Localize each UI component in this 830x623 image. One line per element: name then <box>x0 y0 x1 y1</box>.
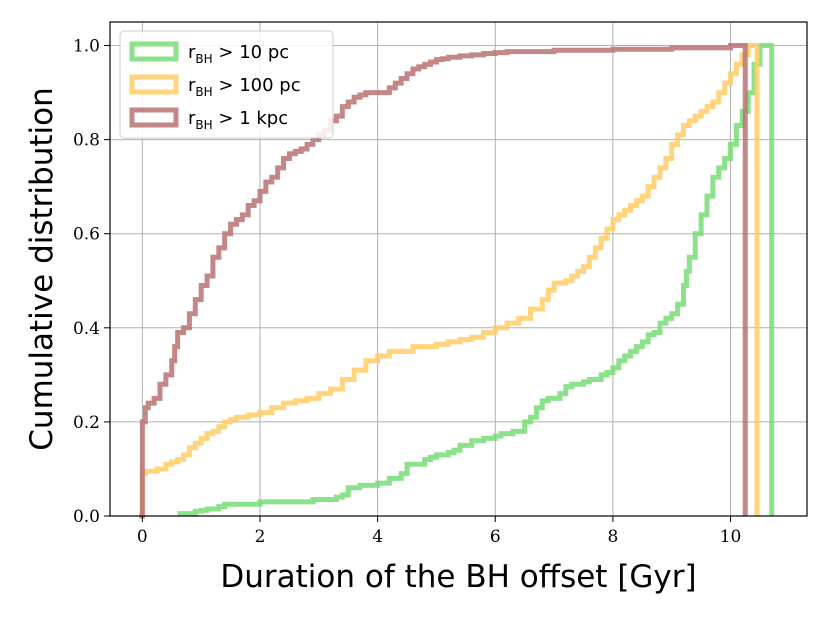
legend-swatch-3 <box>129 107 179 128</box>
series-line-2 <box>139 43 760 519</box>
legend-subscript: BH <box>195 118 212 132</box>
x-tick-label: 6 <box>490 527 501 547</box>
legend-swatch-1 <box>129 41 179 62</box>
legend-rest: > 1 kpc <box>213 108 288 129</box>
legend-label-3: rBH > 1 kpc <box>188 108 288 132</box>
legend-label-2: rBH > 100 pc <box>188 75 301 99</box>
legend-main: r <box>188 75 196 96</box>
y-tick-label: 0.2 <box>73 413 100 433</box>
x-tick-label: 8 <box>607 527 618 547</box>
legend-main: r <box>188 42 196 63</box>
ticks: 0 2 4 6 8 10 0.0 0.2 0.4 0.6 0.8 1.0 <box>73 37 741 547</box>
plot-frame <box>109 21 808 517</box>
y-axis-label: Cumulative distribution <box>24 87 60 450</box>
legend-subscript: BH <box>195 52 212 66</box>
y-tick-label: 0.8 <box>73 131 100 151</box>
legend-rest: > 10 pc <box>213 42 289 63</box>
y-tick-label: 0.0 <box>73 507 100 527</box>
x-tick-label: 4 <box>372 527 383 547</box>
x-tick-label: 0 <box>137 527 148 547</box>
series-line-1 <box>177 43 775 517</box>
legend-swatch-2 <box>129 74 179 95</box>
legend-rest: > 100 pc <box>213 75 301 96</box>
y-tick-label: 1.0 <box>73 37 100 57</box>
x-axis-label: Duration of the BH offset [Gyr] <box>220 559 696 595</box>
legend-main: r <box>188 108 196 129</box>
x-tick-label: 10 <box>720 527 742 547</box>
series-layer <box>139 43 775 519</box>
legend-subscript: BH <box>195 85 212 99</box>
y-tick-label: 0.4 <box>73 319 100 339</box>
y-tick-label: 0.6 <box>73 225 100 245</box>
legend-label-1: rBH > 10 pc <box>188 42 289 66</box>
series-line-3 <box>139 43 748 519</box>
x-tick-label: 2 <box>255 527 266 547</box>
